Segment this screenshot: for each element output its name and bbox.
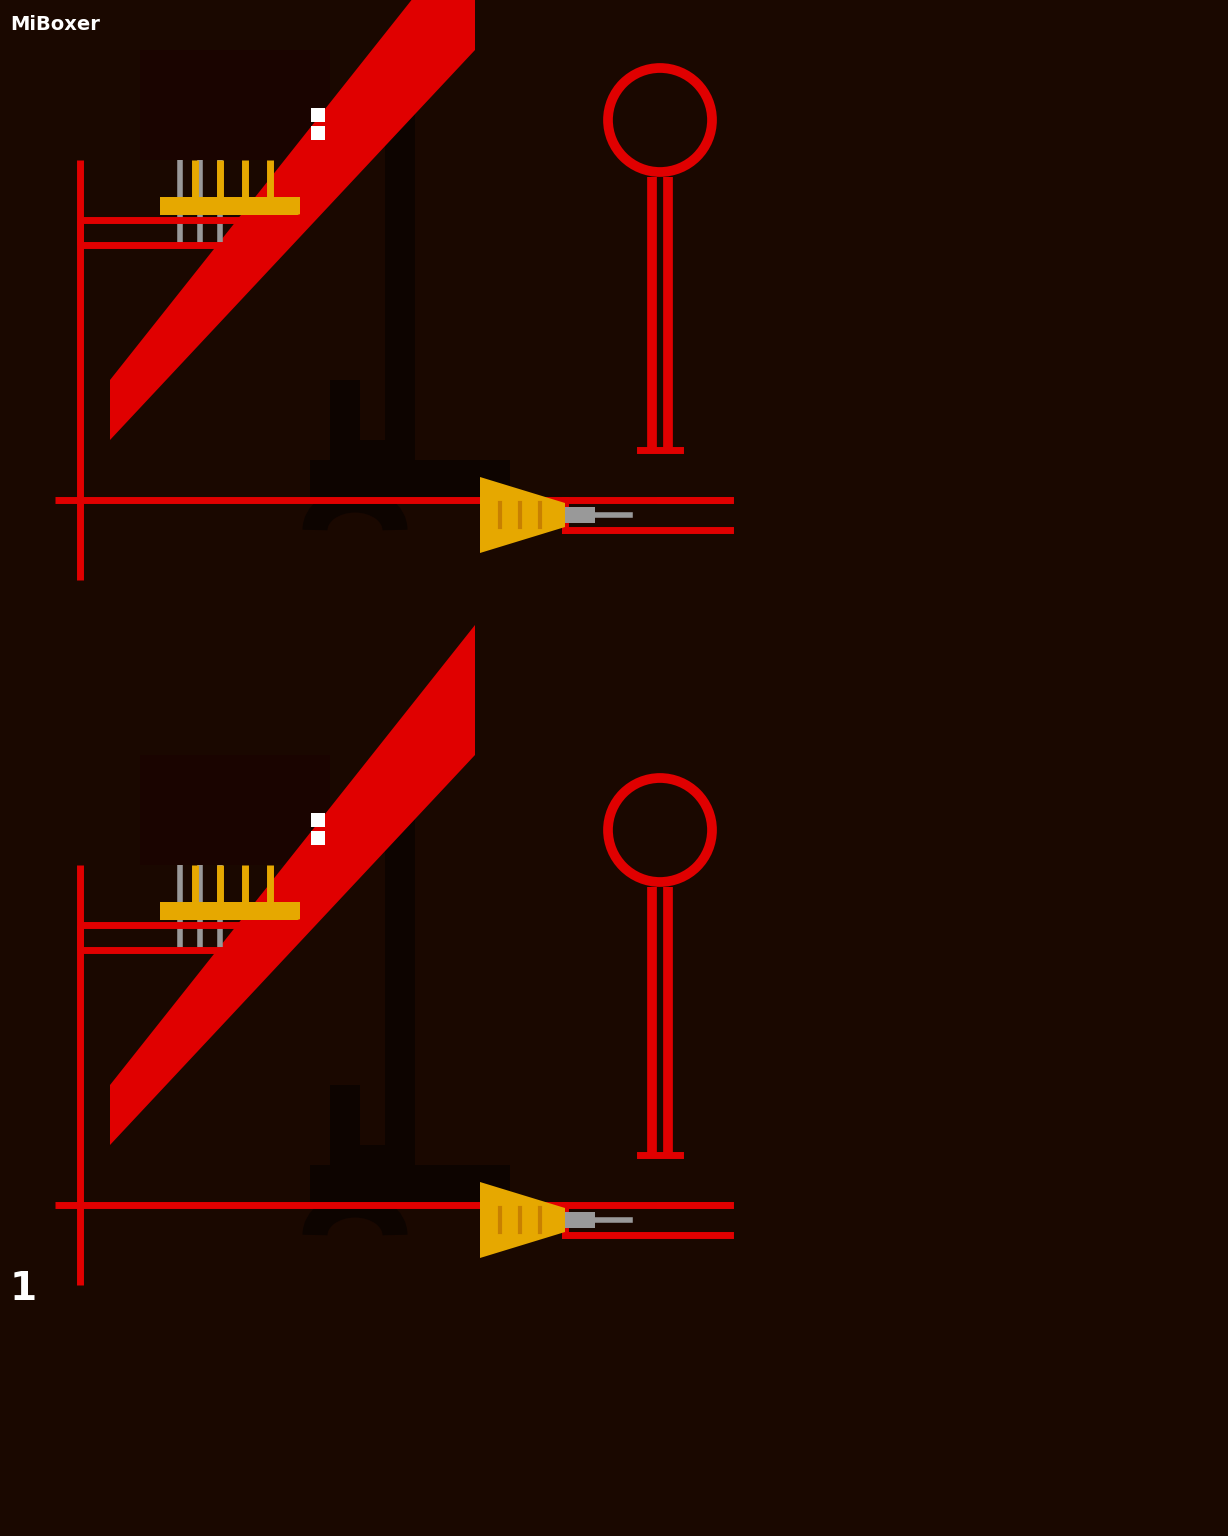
- Bar: [565, 507, 596, 522]
- Circle shape: [608, 68, 712, 172]
- Bar: [140, 756, 330, 865]
- Bar: [0, 0, 900, 756]
- Polygon shape: [330, 1084, 400, 1206]
- Bar: [0, 0, 900, 51]
- Bar: [309, 1164, 510, 1206]
- Bar: [565, 1212, 596, 1227]
- Polygon shape: [330, 379, 400, 501]
- Bar: [311, 108, 325, 121]
- Bar: [311, 126, 325, 140]
- Polygon shape: [111, 625, 475, 1144]
- Bar: [311, 813, 325, 826]
- Bar: [140, 51, 330, 160]
- Bar: [0, 51, 55, 501]
- Text: MiBoxer: MiBoxer: [10, 15, 99, 34]
- Bar: [160, 902, 300, 920]
- Circle shape: [608, 779, 712, 882]
- Bar: [386, 796, 415, 1206]
- Bar: [0, 561, 900, 720]
- Bar: [309, 459, 510, 501]
- Bar: [0, 756, 55, 1206]
- Bar: [386, 91, 415, 501]
- Polygon shape: [480, 1183, 565, 1258]
- Bar: [311, 831, 325, 845]
- Bar: [160, 197, 300, 215]
- Text: 1: 1: [10, 1270, 37, 1309]
- Polygon shape: [480, 478, 565, 553]
- Polygon shape: [111, 0, 475, 439]
